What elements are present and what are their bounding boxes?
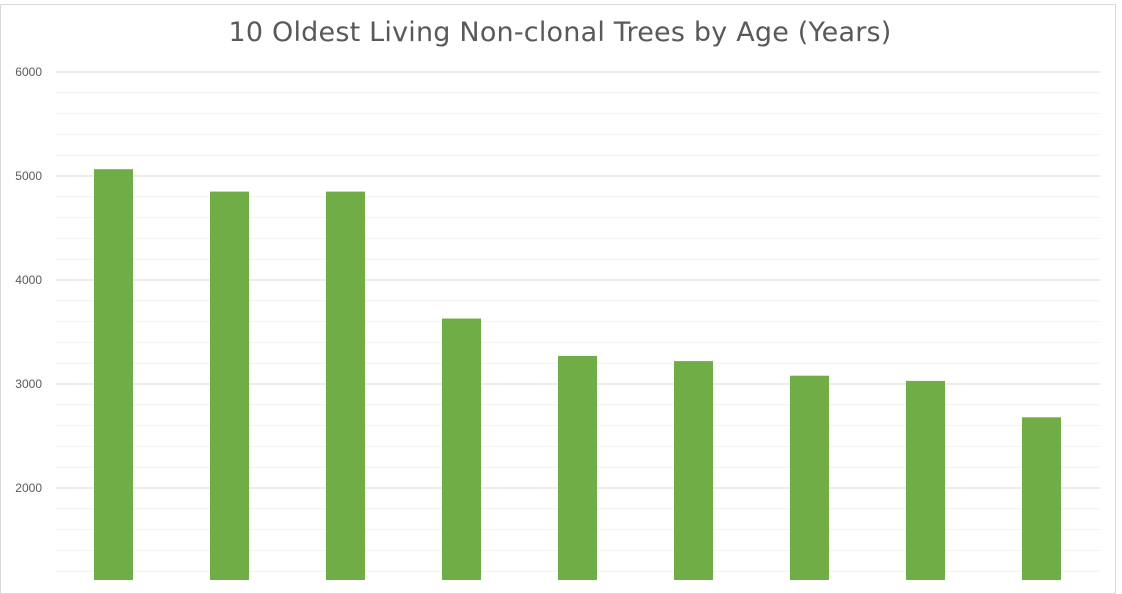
bar [558, 355, 597, 580]
bar [906, 380, 945, 580]
bar [674, 361, 713, 580]
bar [94, 169, 133, 580]
y-tick-label: 4000 [15, 273, 42, 287]
bar [790, 375, 829, 580]
bars [94, 169, 1061, 580]
y-axis-ticks: 2000 3000 4000 5000 6000 [15, 65, 42, 495]
chart-title: 10 Oldest Living Non-clonal Trees by Age… [228, 17, 892, 48]
bar [442, 318, 481, 580]
y-tick-label: 6000 [15, 65, 42, 79]
bar [326, 191, 365, 580]
y-tick-label: 2000 [15, 481, 42, 495]
bar-chart-plot: 2000 3000 4000 5000 6000 [15, 65, 1100, 580]
bar [210, 191, 249, 580]
y-tick-label: 5000 [15, 169, 42, 183]
y-tick-label: 3000 [15, 377, 42, 391]
bar [1022, 417, 1061, 580]
